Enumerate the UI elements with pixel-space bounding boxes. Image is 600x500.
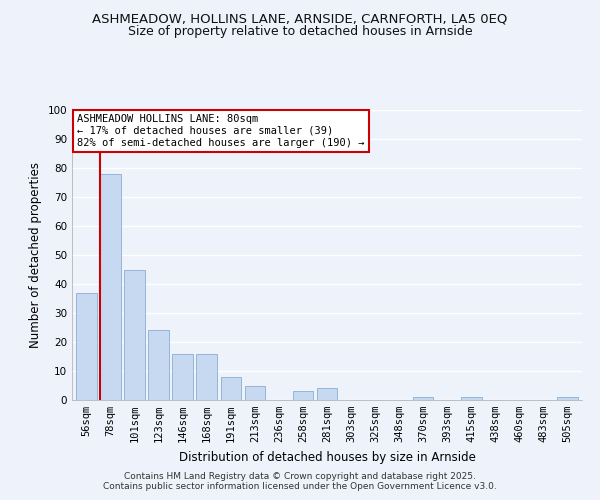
Bar (221, 377, 241, 400)
Bar (124, 270, 145, 400)
Bar (293, 392, 313, 400)
Text: ASHMEADOW HOLLINS LANE: 80sqm
← 17% of detached houses are smaller (39)
82% of s: ASHMEADOW HOLLINS LANE: 80sqm ← 17% of d… (77, 114, 365, 148)
Bar (172, 354, 193, 400)
Bar (461, 397, 482, 400)
Text: ASHMEADOW, HOLLINS LANE, ARNSIDE, CARNFORTH, LA5 0EQ: ASHMEADOW, HOLLINS LANE, ARNSIDE, CARNFO… (92, 12, 508, 26)
Bar (100, 174, 121, 400)
Bar (196, 354, 217, 400)
Text: Size of property relative to detached houses in Arnside: Size of property relative to detached ho… (128, 25, 472, 38)
Bar (317, 388, 337, 400)
Bar (148, 330, 169, 400)
Y-axis label: Number of detached properties: Number of detached properties (29, 162, 42, 348)
Bar (413, 397, 433, 400)
Bar (76, 292, 97, 400)
Bar (557, 397, 578, 400)
Text: Contains HM Land Registry data © Crown copyright and database right 2025.: Contains HM Land Registry data © Crown c… (124, 472, 476, 481)
Text: Contains public sector information licensed under the Open Government Licence v3: Contains public sector information licen… (103, 482, 497, 491)
X-axis label: Distribution of detached houses by size in Arnside: Distribution of detached houses by size … (179, 450, 475, 464)
Bar (245, 386, 265, 400)
